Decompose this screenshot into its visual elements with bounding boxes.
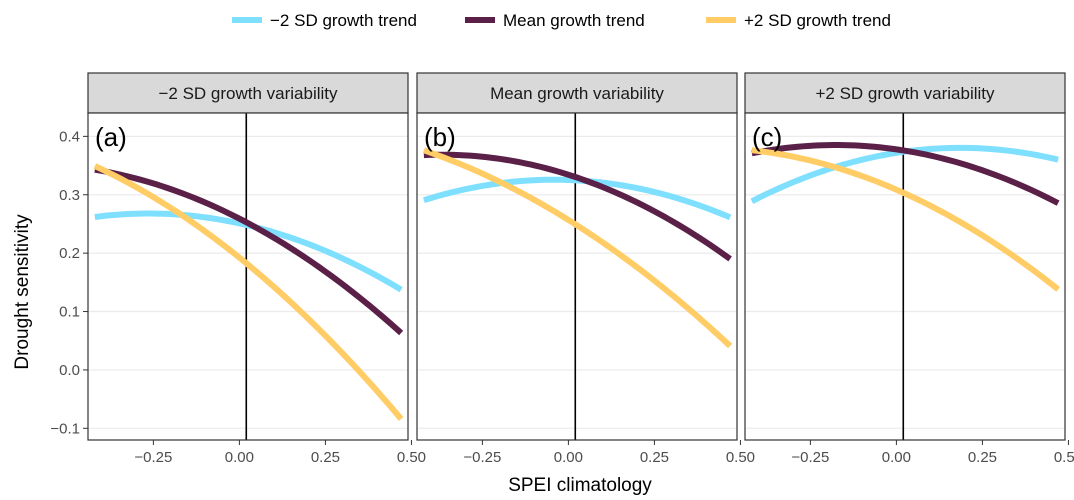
y-tick-label: 0.4 xyxy=(59,128,80,145)
x-tick-label: 0.25 xyxy=(640,449,669,466)
legend-label: Mean growth trend xyxy=(503,11,645,30)
panel: +2 SD growth variability (c) −0.25 0.00 0.25… xyxy=(744,72,1074,466)
strip-label: −2 SD growth variability xyxy=(158,84,338,103)
x-tick-label: −0.25 xyxy=(463,449,501,466)
x-tick-label: 0.50 xyxy=(726,449,755,466)
x-tick-label: −0.25 xyxy=(134,449,172,466)
panel: Mean growth variability (b) −0.25 0.00 0.25 0… xyxy=(416,72,755,466)
y-axis-title: Drought sensitivity xyxy=(12,214,33,370)
legend-item: +2 SD growth trend xyxy=(706,11,891,30)
legend-item: −2 SD growth trend xyxy=(232,11,417,30)
legend-label: +2 SD growth trend xyxy=(744,11,891,30)
panel-border xyxy=(744,112,1066,441)
strip xyxy=(744,72,1066,114)
strip-label: Mean growth variability xyxy=(490,84,664,103)
panel-border xyxy=(416,112,738,441)
y-tick-label: 0.2 xyxy=(59,245,80,262)
series-line xyxy=(423,151,732,262)
y-tick-label: 0.1 xyxy=(59,304,80,321)
panel: −2 SD growth variability (a) −0.25 0.00 0.25… xyxy=(87,72,426,466)
panel-border xyxy=(87,112,409,441)
plot-area xyxy=(745,113,1065,440)
y-tick-label: 0.3 xyxy=(59,187,80,204)
x-axis-title: SPEI climatology xyxy=(508,475,652,496)
legend-item: Mean growth trend xyxy=(465,11,645,30)
x-tick-label: 0.50 xyxy=(1054,449,1074,466)
x-tick-label: 0.00 xyxy=(882,449,911,466)
legend: −2 SD growth trend Mean growth trend +2 SD… xyxy=(232,11,891,30)
x-tick-label: −0.25 xyxy=(791,449,829,466)
plot-area xyxy=(88,113,408,440)
panel-tag: (c) xyxy=(752,122,782,152)
series-line xyxy=(94,166,404,336)
panel-tag: (b) xyxy=(424,122,456,152)
strip xyxy=(87,72,409,114)
legend-label: −2 SD growth trend xyxy=(270,11,417,30)
plot-area xyxy=(417,113,737,440)
y-axis: −0.1 0.0 0.1 0.2 0.3 0.4 xyxy=(50,128,88,437)
series-line xyxy=(751,147,1060,292)
panel-tag: (a) xyxy=(95,122,127,152)
x-tick-label: 0.25 xyxy=(311,449,340,466)
panels: −2 SD growth variability (a) −0.25 0.00 0.25… xyxy=(87,72,1074,466)
x-tick-label: 0.00 xyxy=(225,449,254,466)
series-line xyxy=(751,142,1060,206)
y-tick-label: 0.0 xyxy=(59,362,80,379)
series-line xyxy=(93,163,404,421)
x-tick-label: 0.00 xyxy=(554,449,583,466)
y-tick-label: −0.1 xyxy=(50,420,80,437)
x-tick-label: 0.25 xyxy=(968,449,997,466)
strip xyxy=(416,72,738,114)
x-tick-label: 0.50 xyxy=(397,449,426,466)
strip-label: +2 SD growth variability xyxy=(815,84,995,103)
series-line xyxy=(422,147,733,349)
